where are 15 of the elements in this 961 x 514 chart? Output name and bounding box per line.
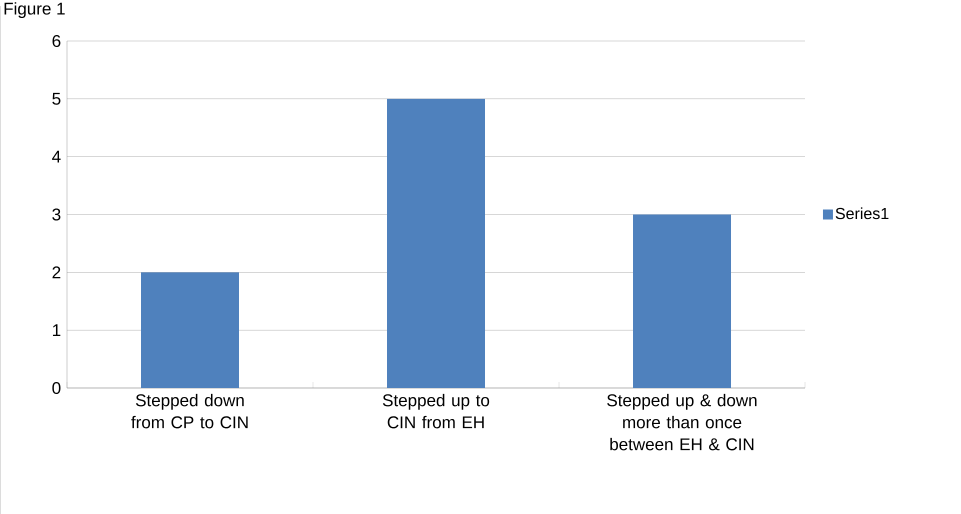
y-tick-label: 1 [52, 324, 60, 336]
y-tick-label: 6 [52, 34, 60, 48]
bar [633, 214, 732, 388]
x-tick-label: Stepped down from CP to CIN [131, 394, 248, 428]
bar [387, 98, 486, 388]
y-tick-label: 5 [52, 92, 60, 105]
y-tick-label: 2 [52, 266, 60, 278]
chart-title: Figure 1 [4, 2, 65, 18]
y-tick-label: 3 [52, 208, 60, 221]
bar [141, 272, 240, 388]
y-tick-label: 4 [52, 150, 61, 163]
x-tick-label: Stepped up & down more than once between EH & CIN [607, 394, 756, 450]
y-tick-label: 0 [52, 382, 60, 394]
legend-label: Series1 [836, 207, 888, 220]
x-tick-label: Stepped up to CIN from EH [382, 394, 490, 428]
